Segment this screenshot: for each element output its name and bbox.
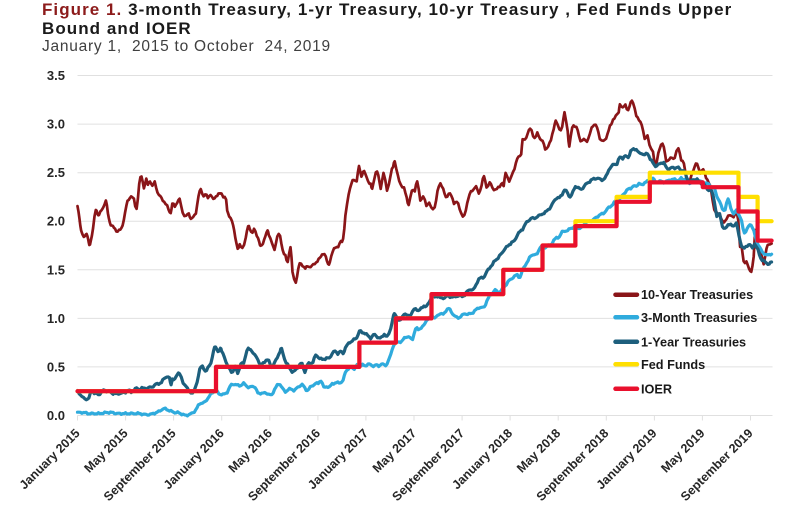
svg-text:0.0: 0.0 (47, 408, 65, 423)
svg-text:3-Month Treasuries: 3-Month Treasuries (641, 311, 757, 325)
svg-text:1-Year Treasuries: 1-Year Treasuries (641, 335, 746, 349)
svg-text:3.5: 3.5 (47, 68, 65, 83)
svg-text:IOER: IOER (641, 382, 672, 396)
svg-text:January 2015: January 2015 (17, 426, 83, 492)
svg-text:May 2019: May 2019 (658, 426, 707, 475)
svg-text:May 2015: May 2015 (82, 426, 131, 475)
svg-text:May 2018: May 2018 (514, 426, 563, 475)
svg-text:May 2016: May 2016 (226, 426, 275, 475)
svg-text:2.5: 2.5 (47, 165, 65, 180)
svg-text:0.5: 0.5 (47, 359, 65, 374)
svg-text:Fed Funds: Fed Funds (641, 358, 705, 372)
svg-text:May 2017: May 2017 (370, 426, 419, 475)
svg-text:2.0: 2.0 (47, 214, 65, 229)
svg-text:1.0: 1.0 (47, 311, 65, 326)
svg-text:1.5: 1.5 (47, 262, 65, 277)
svg-text:3.0: 3.0 (47, 117, 65, 132)
svg-text:10-Year Treasuries: 10-Year Treasuries (641, 288, 753, 302)
